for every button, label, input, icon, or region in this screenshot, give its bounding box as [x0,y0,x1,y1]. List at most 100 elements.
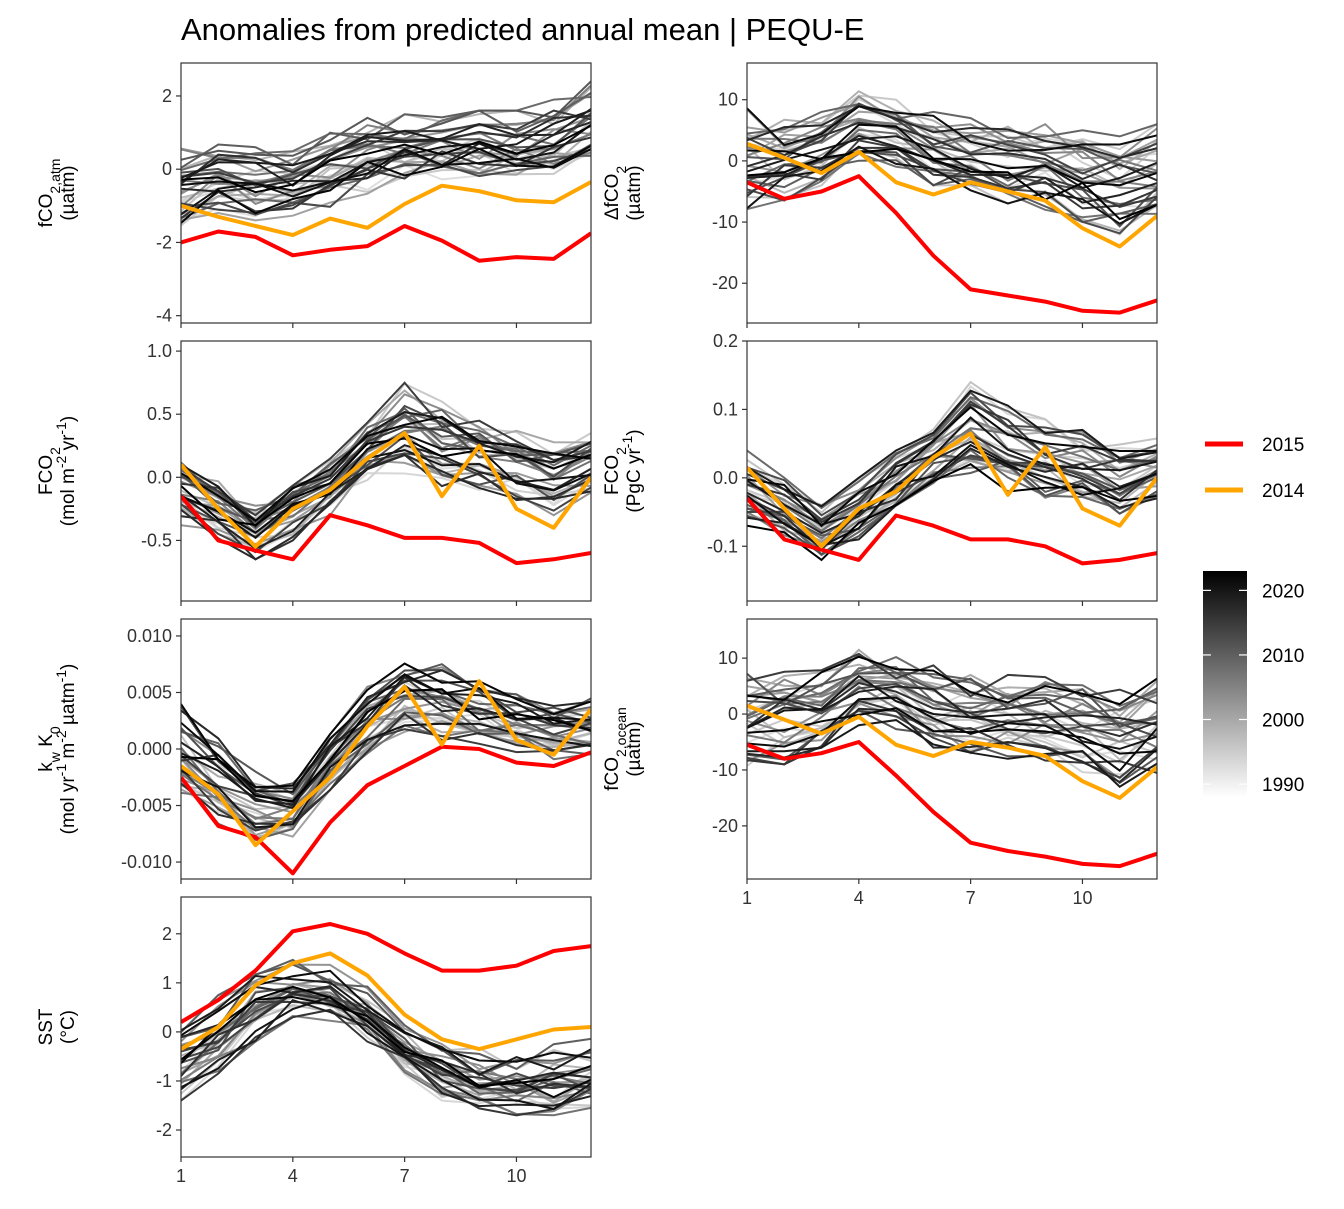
ylabel-sst: SST (°C) [36,1008,79,1045]
ensemble-line-2023 [747,463,1157,562]
y-tick-label: -10 [712,212,738,232]
ylabel-delta_fco2: ΔfCO2(µatm) [602,165,645,220]
series-2015 [181,494,591,566]
ensemble-lines [181,381,591,561]
ylabel-fco2_flux_area: FCO2(mol m-2 yr-1) [36,416,79,526]
y-tick-label: 10 [718,90,738,110]
ensemble-line-2008 [747,666,1157,728]
ensemble-line-2018 [181,998,591,1108]
ylabel-kw_k0: kw K0(mol yr-1 m-2 µatm-1) [36,664,79,835]
series-2015 [747,740,1157,869]
ensemble-line-2019 [181,109,591,179]
legend-line-2015: 2015 [1205,435,1304,456]
ylabel-line: (PgC yr-1) [619,429,645,512]
panel-sst: -2 -1 0 1 2 1 4 7 10 SST (°C) [36,896,592,1186]
panel-border [746,618,1158,880]
panel-fco2_flux_total: -0.1 0.0 0.1 0.2 FCO2(PgC yr-1) [602,331,1158,606]
y-tick-label: 0 [728,151,738,171]
ylabel-line: SST [36,1008,57,1045]
ensemble-line-2020 [747,416,1157,526]
panel-border [180,62,592,324]
ensemble-line-1992 [181,110,591,202]
legend: 2015 2014 2020 2010 2000 1990 [1203,435,1305,797]
ensemble-line-2016 [747,681,1157,738]
y-tick-label: -0.005 [121,796,172,816]
ensemble-line-2006 [747,427,1157,533]
ensemble-line-2020 [747,674,1157,750]
y-tick-label: 1 [162,973,172,993]
y-tick-label: -20 [712,816,738,836]
ensemble-line-2016 [747,121,1157,182]
y-tick-label: 0.000 [127,739,172,759]
legend-label-2015: 2015 [1262,435,1304,456]
y-tick-label: -4 [156,306,172,326]
ensemble-line-2020 [181,722,591,829]
panel-delta_fco2: -20 -10 0 10 ΔfCO2(µatm) [602,62,1158,328]
ensemble-line-2017 [181,453,591,561]
panel-fco2_ocean: -20 -10 0 10 1 4 7 10 fCO2,ocean(µatm) [602,618,1158,908]
ensemble-line-2003 [181,993,591,1102]
ensemble-line-2022 [747,123,1157,187]
ylabel-line: FCO2 [602,447,629,495]
series-2014 [181,679,591,848]
ensemble-line-2015 [181,136,591,219]
ensemble-line-2020 [181,449,591,540]
y-tick-label: 0 [728,704,738,724]
ylabel-fco2_ocean: fCO2,ocean(µatm) [602,707,645,791]
ensemble-line-2013 [747,102,1157,175]
ensemble-line-2008 [747,103,1157,140]
x-tick-label: 1 [176,1166,186,1186]
series-2014 [181,180,591,238]
ylabel-line: (mol yr-1 m-2 µatm-1) [53,664,79,835]
ensemble-line-2022 [747,707,1157,755]
ensemble-line-2009 [181,958,591,1071]
colorbar-ticks: 2020 2010 2000 1990 [1203,581,1304,796]
ensemble-line-2021 [747,696,1157,772]
ylabel-line: (°C) [58,1010,79,1044]
ensemble-line-2014 [181,381,591,517]
y-tick-label: -0.1 [707,536,738,556]
ylabel-fco2_flux_total: FCO2(PgC yr-1) [602,429,645,512]
ensemble-line-2019 [747,389,1157,508]
panel-background [181,619,591,879]
chart-title: Anomalies from predicted annual mean | P… [181,12,864,47]
y-tick-label: -1 [156,1071,172,1091]
ensemble-line-2006 [181,116,591,177]
y-tick-label: 2 [162,924,172,944]
x-tick-label: 7 [400,1166,410,1186]
ensemble-lines [181,958,591,1117]
ensemble-line-1999 [181,151,591,222]
ensemble-line-2023 [181,124,591,194]
colorbar-label-2000: 2000 [1262,711,1304,732]
ylabel-line: fCO2,atm [36,159,63,228]
ensemble-line-2012 [747,682,1157,738]
panel-border [746,340,1158,602]
ensemble-line-2014 [747,139,1157,208]
ensemble-line-2002 [747,694,1157,745]
y-tick-label: 0.1 [713,399,738,419]
ylabel-line: (µatm) [58,165,79,220]
ensemble-line-2020 [181,123,591,216]
ylabel-line: kw K0 [36,726,63,772]
ensemble-line-2010 [747,453,1157,537]
ensemble-line-2014 [181,728,591,832]
ensemble-lines [747,90,1157,236]
ensemble-lines [181,80,591,227]
panel-kw_k0: -0.010 -0.005 0.000 0.005 0.010 kw K0(mol yr-… [36,618,592,884]
ensemble-line-2006 [747,152,1157,219]
x-tick-label: 4 [288,1166,298,1186]
x-tick-label: 7 [966,888,976,908]
panel-fco2_flux_area: -0.5 0.0 0.5 1.0 FCO2(mol m-2 yr-1) [36,340,592,606]
panel-border [180,340,592,602]
panel-fco2_atm: -4 -2 0 2 fCO2,atm(µatm) [36,62,592,328]
y-tick-label: -20 [712,273,738,293]
series-2014 [181,431,591,549]
x-tick-label: 10 [1072,888,1092,908]
ensemble-line-2003 [747,117,1157,182]
x-tick-label: 4 [854,888,864,908]
ensemble-line-2017 [747,440,1157,535]
ensemble-line-2023 [181,985,591,1088]
x-tick-label: 1 [742,888,752,908]
x-tick-label: 10 [506,1166,526,1186]
